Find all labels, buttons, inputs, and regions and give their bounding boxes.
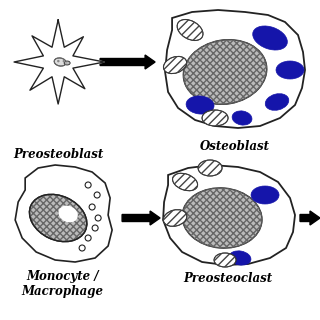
Ellipse shape [29,194,87,242]
FancyArrow shape [122,211,160,225]
Ellipse shape [164,56,187,74]
Ellipse shape [182,188,262,248]
Ellipse shape [214,253,236,267]
Text: Monocyte /
Macrophage: Monocyte / Macrophage [21,270,103,298]
Polygon shape [15,165,112,262]
Ellipse shape [251,186,279,204]
Polygon shape [14,20,104,104]
Text: Preosteoblast: Preosteoblast [13,148,103,161]
Ellipse shape [177,20,203,40]
Text: Preosteoclast: Preosteoclast [183,272,273,285]
Text: Osteoblast: Osteoblast [200,140,270,153]
Ellipse shape [265,94,289,110]
Polygon shape [163,165,295,265]
FancyArrow shape [100,55,155,69]
Ellipse shape [232,111,252,125]
Ellipse shape [163,210,187,226]
Ellipse shape [198,160,222,176]
Ellipse shape [276,61,304,79]
Ellipse shape [54,58,66,66]
Ellipse shape [253,26,287,50]
Ellipse shape [183,40,267,104]
Ellipse shape [202,110,228,126]
Polygon shape [165,10,305,128]
Ellipse shape [186,96,214,114]
Ellipse shape [229,251,251,265]
Ellipse shape [64,61,70,65]
FancyArrow shape [300,211,320,225]
Ellipse shape [172,173,197,191]
Ellipse shape [59,206,78,222]
